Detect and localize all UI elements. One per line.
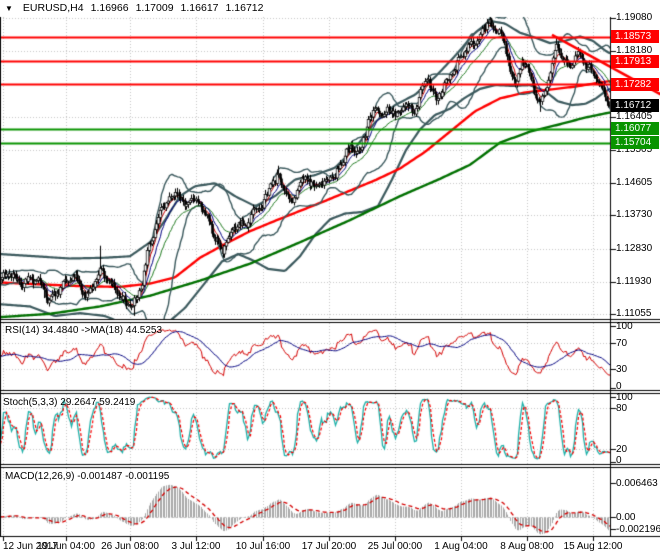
- mt4-chart-window: ▼ EURUSD,H4 1.16966 1.17009 1.16617 1.16…: [0, 0, 660, 560]
- price-chart-canvas[interactable]: [0, 0, 660, 560]
